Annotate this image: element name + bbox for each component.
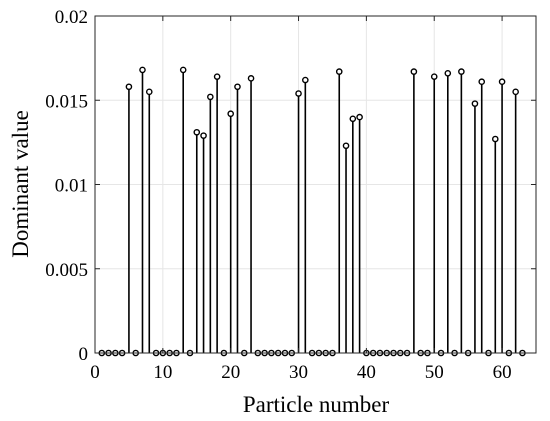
stem-marker <box>478 78 486 86</box>
stem-marker <box>342 142 350 150</box>
stem-marker <box>145 88 153 96</box>
stem-marker <box>207 93 214 101</box>
y-tick-label: 0 <box>79 344 89 365</box>
stem-marker <box>139 66 146 74</box>
stem-marker <box>349 115 357 123</box>
stem-marker <box>295 90 302 97</box>
stem-marker <box>200 132 207 139</box>
stem-marker <box>491 135 499 143</box>
y-tick-label: 0.005 <box>45 260 88 281</box>
stem-marker <box>193 128 201 136</box>
y-tick-label: 0.01 <box>55 176 88 197</box>
stem-marker <box>444 69 452 77</box>
stem-marker <box>458 68 465 75</box>
stem-marker <box>234 83 241 91</box>
stem-marker <box>247 75 255 82</box>
data-series <box>98 66 526 357</box>
y-axis-label: Dominant value <box>8 110 33 258</box>
x-tick-label: 30 <box>289 362 308 383</box>
y-tick-labels: 0 0.005 0.01 0.015 0.02 <box>45 7 88 365</box>
y-tick-label: 0.02 <box>55 7 88 28</box>
x-tick-label: 50 <box>425 362 444 383</box>
stem-marker <box>125 83 133 91</box>
stem-marker <box>410 68 418 75</box>
x-tick-label: 60 <box>493 362 512 383</box>
x-axis-label: Particle number <box>243 392 390 417</box>
stem-marker <box>335 68 343 75</box>
grid-lines <box>94 15 536 354</box>
y-tick-label: 0.015 <box>45 91 88 112</box>
stem-marker <box>179 66 187 74</box>
x-tick-label: 20 <box>221 362 240 383</box>
stem-marker <box>213 73 221 80</box>
stem-marker <box>227 110 234 118</box>
stem-marker <box>512 88 519 96</box>
stem-marker <box>471 100 479 107</box>
stem-marker <box>498 78 506 86</box>
x-tick-label: 40 <box>357 362 376 383</box>
x-tick-label: 10 <box>153 362 172 383</box>
axis-ticks <box>94 15 536 354</box>
x-tick-labels: 0 10 20 30 40 50 60 <box>90 362 511 383</box>
stem-marker <box>430 73 438 80</box>
x-tick-label: 0 <box>90 362 100 383</box>
stem-marker <box>356 113 363 121</box>
stem-marker <box>302 76 309 84</box>
